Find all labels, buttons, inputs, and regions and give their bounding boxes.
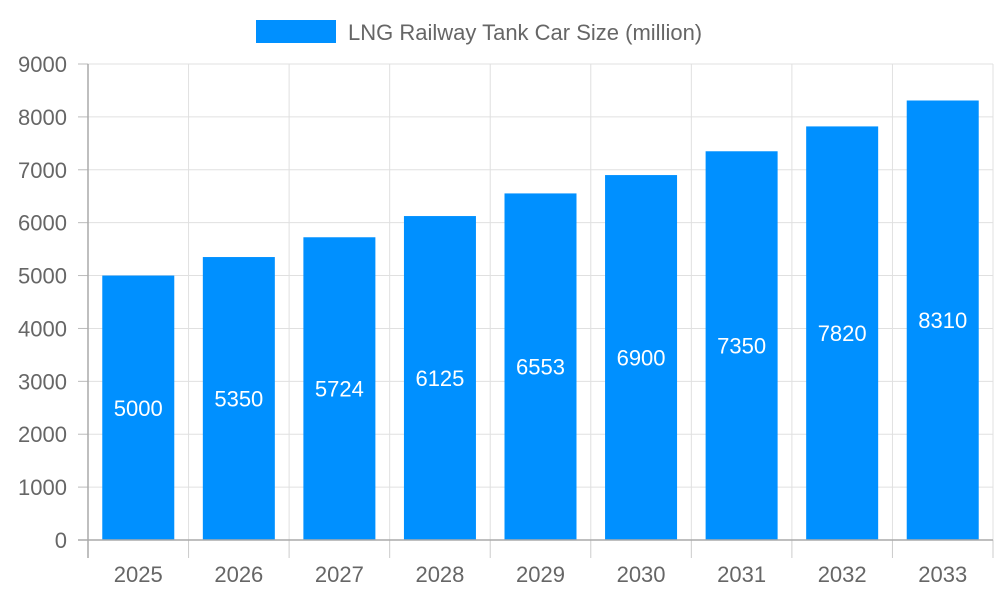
x-tick-label: 2029 [516,562,565,587]
bar [906,100,979,540]
bar [806,126,879,541]
y-tick-label: 6000 [18,211,67,236]
y-tick-label: 2000 [18,422,67,447]
y-tick-label: 8000 [18,105,67,130]
bar-value-label: 5350 [214,387,263,412]
y-tick-label: 9000 [18,52,67,77]
bars: 5000 5350 5724 6125 6553 6900 7350 7820 8310 [102,100,979,541]
x-tick-label: 2026 [214,562,263,587]
bar [102,275,175,540]
bar [504,193,577,540]
bar [705,151,778,540]
bar [303,237,376,540]
x-tick-label: 2025 [114,562,163,587]
bar-value-label: 5000 [114,396,163,421]
bar-value-label: 6125 [415,366,464,391]
bar [403,216,476,541]
y-tick-label: 1000 [18,475,67,500]
y-tick-label: 7000 [18,158,67,183]
legend-label: LNG Railway Tank Car Size (million) [348,20,702,45]
bar-value-label: 8310 [918,308,967,333]
legend-swatch [256,20,336,43]
y-tick-label: 0 [55,528,67,553]
axes: 0 1000 2000 3000 4000 5000 6000 7000 8000 9000 202… [18,52,994,587]
legend[interactable]: LNG Railway Tank Car Size (million) [256,20,702,45]
bar [202,257,275,540]
x-tick-label: 2027 [315,562,364,587]
bar-value-label: 7350 [717,334,766,359]
x-tick-label: 2028 [415,562,464,587]
bar-value-label: 5724 [315,377,364,402]
x-tick-label: 2030 [617,562,666,587]
bar-value-label: 6553 [516,355,565,380]
bar [605,175,678,541]
bar-value-label: 6900 [617,346,666,371]
y-tick-label: 3000 [18,369,67,394]
y-tick-label: 5000 [18,264,67,289]
x-tick-label: 2032 [818,562,867,587]
y-tick-label: 4000 [18,316,67,341]
x-tick-label: 2031 [717,562,766,587]
x-tick-label: 2033 [918,562,967,587]
bar-value-label: 7820 [818,321,867,346]
